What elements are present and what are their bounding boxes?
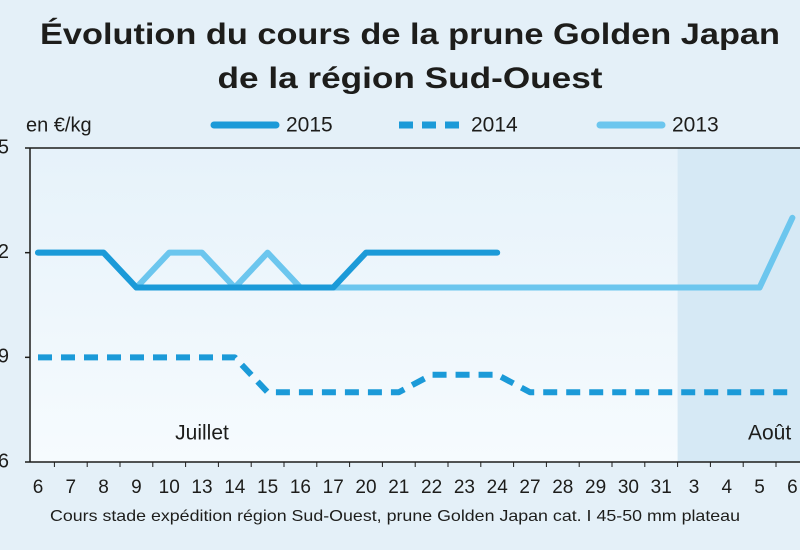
x-tick-label: 29 — [585, 477, 606, 498]
month-label: Août — [748, 422, 791, 445]
x-tick-label: 21 — [388, 477, 409, 498]
x-tick-label: 6 — [33, 477, 44, 498]
legend-label: 2014 — [471, 114, 518, 137]
x-tick-label: 20 — [355, 477, 376, 498]
y-tick-label: 1,2 — [0, 241, 9, 263]
x-tick-label: 6 — [787, 477, 798, 498]
x-tick-label: 28 — [552, 477, 573, 498]
legend-label: 2015 — [286, 114, 333, 137]
x-tick-label: 22 — [421, 477, 442, 498]
x-tick-label: 17 — [323, 477, 344, 498]
series-line — [35, 249, 501, 291]
chart-title: de la région Sud-Ouest — [218, 62, 603, 95]
series-line — [38, 354, 793, 396]
x-tick-label: 27 — [519, 477, 540, 498]
x-tick-label: 13 — [191, 477, 212, 498]
legend-label: 2013 — [672, 114, 719, 137]
x-tick-label: 30 — [618, 477, 639, 498]
plot-area — [30, 148, 800, 462]
x-tick-label: 23 — [454, 477, 475, 498]
y-axis-label: en €/kg — [26, 114, 92, 136]
x-tick-label: 15 — [257, 477, 278, 498]
x-tick-label: 10 — [159, 477, 180, 498]
footnote: Cours stade expédition région Sud-Ouest,… — [50, 508, 740, 525]
x-tick-label: 5 — [754, 477, 765, 498]
y-tick-label: 0,6 — [0, 450, 9, 472]
chart-title: Évolution du cours de la prune Golden Ja… — [40, 17, 780, 51]
month-band — [677, 148, 800, 462]
series-line — [35, 214, 796, 291]
x-tick-label: 7 — [66, 477, 77, 498]
x-tick-label: 31 — [651, 477, 672, 498]
x-tick-label: 24 — [487, 477, 509, 498]
x-tick-label: 9 — [131, 477, 142, 498]
y-tick-label: 1,5 — [0, 136, 9, 158]
x-tick-label: 3 — [689, 477, 700, 498]
y-tick-label: 0,9 — [0, 346, 9, 368]
x-tick-label: 4 — [722, 477, 733, 498]
x-tick-label: 14 — [224, 477, 246, 498]
x-tick-label: 16 — [290, 477, 311, 498]
x-tick-label: 8 — [98, 477, 109, 498]
month-label: Juillet — [175, 422, 229, 445]
